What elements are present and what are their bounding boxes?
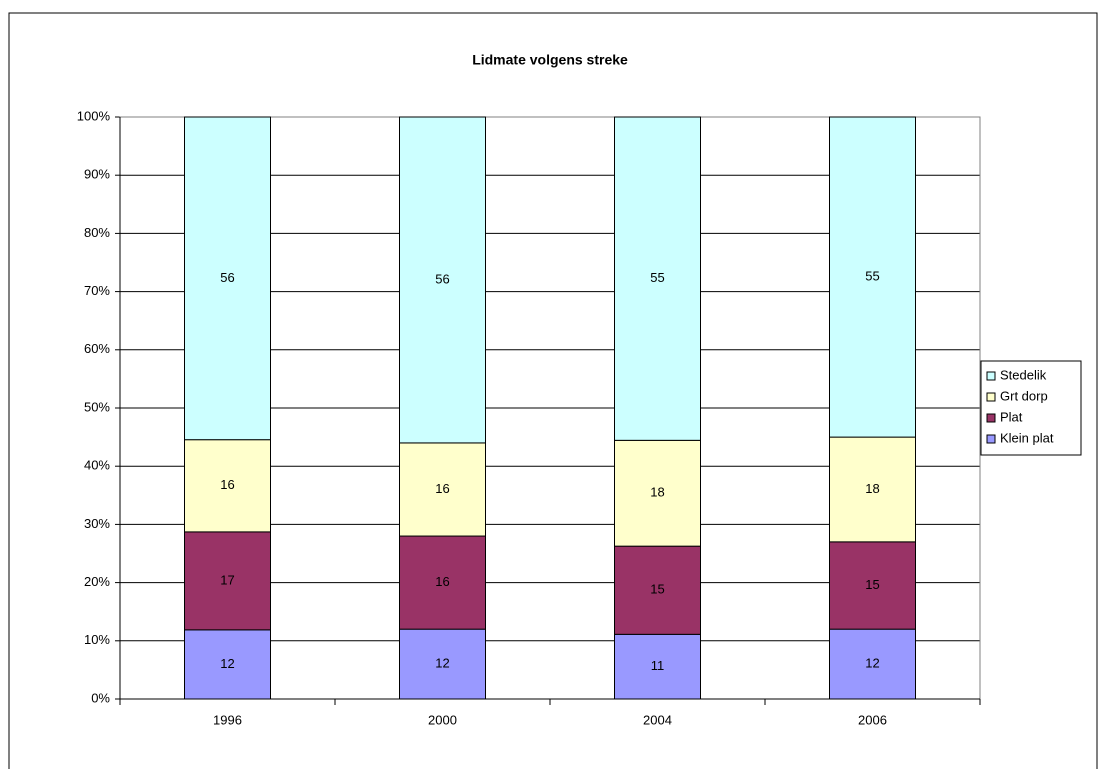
y-tick-label: 60% xyxy=(84,341,110,356)
data-label: 56 xyxy=(220,270,234,285)
y-tick-label: 10% xyxy=(84,632,110,647)
bar-segment xyxy=(184,116,271,441)
data-label: 12 xyxy=(435,656,449,671)
bar-segment xyxy=(184,629,271,700)
chart-title: Lidmate volgens streke xyxy=(472,52,628,68)
legend-label: Stedelik xyxy=(1000,367,1047,382)
bar-segment xyxy=(184,439,271,533)
data-label: 12 xyxy=(865,656,879,671)
data-label: 16 xyxy=(435,481,449,496)
y-tick-label: 100% xyxy=(77,108,111,123)
y-tick-label: 20% xyxy=(84,574,110,589)
y-tick-label: 40% xyxy=(84,458,110,473)
legend-box xyxy=(980,360,1082,456)
y-tick-label: 0% xyxy=(91,690,110,705)
legend-label: Plat xyxy=(1000,409,1023,424)
x-tick-label: 2004 xyxy=(643,712,672,727)
legend-swatch xyxy=(986,434,996,444)
legend-label: Grt dorp xyxy=(1000,388,1048,403)
x-tick-label: 2000 xyxy=(428,712,457,727)
data-label: 15 xyxy=(650,582,664,597)
legend-swatch xyxy=(986,392,996,402)
bar-segment xyxy=(614,439,701,547)
bar-segment xyxy=(399,116,486,444)
y-tick-label: 50% xyxy=(84,399,110,414)
data-label: 17 xyxy=(220,572,234,587)
bar-segment xyxy=(614,633,701,700)
data-label: 18 xyxy=(650,485,664,500)
bar-segment xyxy=(399,535,486,630)
chart-border xyxy=(8,12,1098,769)
y-tick-label: 70% xyxy=(84,283,110,298)
bar-segment xyxy=(399,628,486,700)
data-label: 11 xyxy=(651,658,665,673)
y-tick-label: 90% xyxy=(84,167,110,182)
bar-segment xyxy=(829,541,916,630)
x-tick-label: 1996 xyxy=(213,712,242,727)
bar-segment xyxy=(614,545,701,635)
bar-segment xyxy=(614,116,701,441)
data-label: 16 xyxy=(435,574,449,589)
y-tick-label: 80% xyxy=(84,225,110,240)
bar-segment xyxy=(829,116,916,438)
bar-segment xyxy=(829,628,916,700)
data-label: 55 xyxy=(865,268,879,283)
data-label: 56 xyxy=(435,271,449,286)
bar-segment xyxy=(184,531,271,631)
y-tick-label: 30% xyxy=(84,516,110,531)
data-label: 55 xyxy=(650,270,664,285)
x-tick-label: 2006 xyxy=(858,712,887,727)
data-label: 16 xyxy=(220,477,234,492)
legend-swatch xyxy=(986,413,996,423)
legend-swatch xyxy=(986,371,996,381)
legend-label: Klein plat xyxy=(1000,430,1054,445)
data-label: 12 xyxy=(220,656,234,671)
data-label: 18 xyxy=(865,481,879,496)
data-label: 15 xyxy=(865,577,879,592)
